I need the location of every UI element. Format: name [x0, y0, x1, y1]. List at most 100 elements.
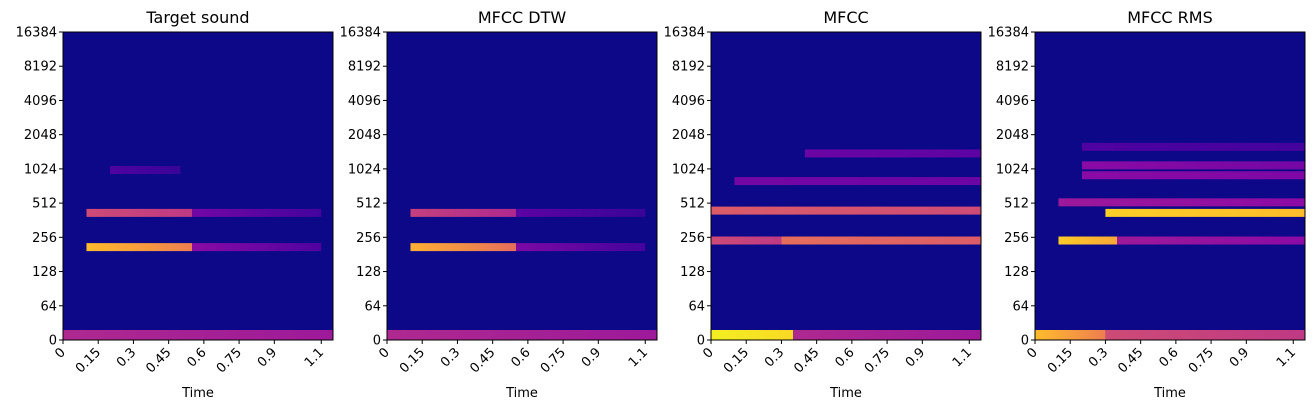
x-tick-label: 0.45	[791, 345, 822, 376]
x-tick-label: 0.75	[862, 345, 893, 376]
y-tick-label: 8192	[24, 60, 57, 75]
spectral-band	[1058, 236, 1118, 245]
y-tick-label: 64	[688, 299, 705, 314]
x-tick-label: 0.3	[762, 345, 787, 370]
spectral-band	[516, 243, 646, 252]
x-tick-label: 0.6	[508, 345, 533, 370]
x-tick-label: 0.15	[721, 345, 752, 376]
y-tick-label: 4096	[348, 94, 381, 109]
spectral-band	[516, 208, 646, 217]
x-axis-label: Time	[829, 386, 862, 401]
spectral-band	[192, 208, 322, 217]
x-tick-label: 0.15	[397, 345, 428, 376]
x-tick-label: 0.6	[184, 345, 209, 370]
spectral-band	[410, 208, 517, 217]
y-tick-label: 128	[680, 265, 705, 280]
x-tick-label: 0.9	[255, 345, 280, 370]
y-tick-label: 128	[356, 265, 381, 280]
y-tick-label: 64	[40, 299, 57, 314]
spectral-band	[1117, 236, 1305, 245]
plot-frame	[62, 31, 334, 341]
y-tick-label: 512	[1004, 197, 1029, 212]
x-tick-label: 0.9	[903, 345, 928, 370]
y-tick-label: 128	[32, 265, 57, 280]
x-tick-label: 0.6	[1156, 345, 1181, 370]
x-tick-label: 0.6	[832, 345, 857, 370]
x-tick-label: 0.75	[538, 345, 569, 376]
plot-frame	[1034, 31, 1306, 341]
spectral-band	[387, 330, 657, 340]
spectral-band	[804, 149, 981, 158]
spectral-band	[63, 330, 333, 340]
panel-title: Target sound	[145, 8, 249, 27]
y-tick-label: 512	[356, 197, 381, 212]
y-tick-label: 256	[1004, 231, 1029, 246]
y-tick-label: 1024	[348, 162, 381, 177]
plot-background	[711, 32, 981, 340]
y-tick-label: 2048	[24, 128, 57, 143]
x-axis-label: Time	[505, 386, 538, 401]
y-tick-label: 64	[1012, 299, 1029, 314]
x-tick-label: 1.1	[1274, 345, 1299, 370]
spectral-band	[711, 236, 782, 245]
spectral-band	[781, 236, 981, 245]
y-tick-label: 64	[364, 299, 381, 314]
y-tick-label: 512	[680, 197, 705, 212]
spectral-band	[1081, 142, 1305, 151]
plot-background	[387, 32, 657, 340]
spectral-band	[711, 330, 794, 340]
plot-frame	[710, 31, 982, 341]
spectral-band	[1058, 198, 1305, 207]
spectral-band	[1105, 208, 1305, 217]
x-tick-label: 0	[700, 345, 716, 361]
spectrogram-panel: MFCC DTW 0 64 128 256 512 1024 2048 4096 8192 1638…	[340, 8, 658, 401]
y-tick-label: 256	[32, 231, 57, 246]
spectral-band	[1035, 330, 1106, 340]
y-tick-label: 256	[356, 231, 381, 246]
x-axis-label: Time	[181, 386, 214, 401]
spectrogram-panel: MFCC RMS 0 64 128 256 512 1024 2048 4096 8192 1638…	[988, 8, 1306, 401]
panel-title: MFCC DTW	[478, 8, 567, 27]
y-tick-label: 8192	[996, 60, 1029, 75]
panel-title: MFCC RMS	[1127, 8, 1213, 27]
panel-title: MFCC	[823, 8, 868, 27]
x-tick-label: 1.1	[626, 345, 651, 370]
y-tick-label: 0	[697, 334, 705, 349]
plot-background	[63, 32, 333, 340]
spectral-band	[86, 243, 193, 252]
y-tick-label: 1024	[672, 162, 705, 177]
x-axis-label: Time	[1153, 386, 1186, 401]
y-tick-label: 8192	[348, 60, 381, 75]
y-tick-label: 0	[1021, 334, 1029, 349]
spectral-band	[86, 208, 193, 217]
spectrogram-panel: MFCC 0 64 128 256 512 1024 2048 4096 8192 16384 0 0.…	[664, 8, 982, 401]
spectral-band	[1081, 171, 1305, 180]
x-tick-label: 0.3	[438, 345, 463, 370]
spectral-band	[793, 330, 981, 340]
x-tick-label: 0.75	[214, 345, 245, 376]
spectral-band	[711, 206, 981, 215]
x-tick-label: 0.45	[467, 345, 498, 376]
x-tick-label: 0.45	[143, 345, 174, 376]
y-tick-label: 16384	[664, 26, 705, 41]
y-tick-label: 4096	[996, 94, 1029, 109]
y-tick-label: 16384	[340, 26, 381, 41]
x-tick-label: 1.1	[302, 345, 327, 370]
spectral-band	[1081, 161, 1305, 170]
x-tick-label: 0	[1024, 345, 1040, 361]
y-tick-label: 2048	[348, 128, 381, 143]
y-tick-label: 1024	[24, 162, 57, 177]
y-tick-label: 512	[32, 197, 57, 212]
spectral-band	[734, 177, 981, 186]
y-tick-label: 1024	[996, 162, 1029, 177]
y-tick-label: 4096	[672, 94, 705, 109]
x-tick-label: 0.3	[114, 345, 139, 370]
x-tick-label: 0.45	[1115, 345, 1146, 376]
x-tick-label: 0	[376, 345, 392, 361]
x-tick-label: 0.75	[1186, 345, 1217, 376]
plot-frame	[386, 31, 658, 341]
spectral-band	[109, 166, 181, 175]
plot-background	[1035, 32, 1305, 340]
y-tick-label: 16384	[988, 26, 1029, 41]
